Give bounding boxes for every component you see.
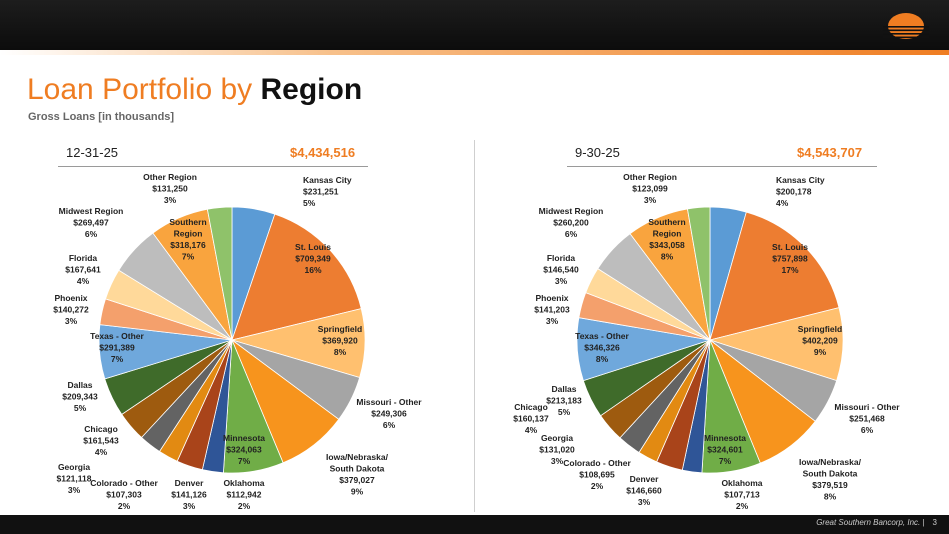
pie-slice-other-region bbox=[206, 206, 233, 341]
data-label-southern-region: Southern Region $343,058 8% bbox=[648, 217, 685, 262]
data-label-kansas-city: Kansas City $231,251 5% bbox=[303, 175, 352, 208]
pie-slice-st-louis bbox=[231, 213, 362, 341]
data-label-southern-region: Southern Region $318,176 7% bbox=[169, 217, 206, 262]
left-chart-total: $4,434,516 bbox=[290, 145, 356, 160]
data-label-texas-other: Texas - Other $291,389 7% bbox=[90, 331, 144, 364]
footer-company: Great Southern Bancorp, Inc. | bbox=[816, 518, 925, 527]
data-label-phoenix: Phoenix $140,272 3% bbox=[53, 293, 89, 326]
data-label-oklahoma: Oklahoma $107,713 2% bbox=[721, 478, 762, 511]
data-label-st-louis: St. Louis $757,898 17% bbox=[772, 242, 808, 275]
right-header-divider bbox=[567, 166, 877, 167]
data-label-chicago: Chicago $161,543 4% bbox=[83, 424, 119, 457]
left-pie-chart: Kansas City $231,251 5% St. Louis $709,349 16… bbox=[53, 172, 422, 511]
data-label-florida: Florida $167,641 4% bbox=[65, 253, 101, 286]
page-number: 3 bbox=[932, 518, 937, 527]
data-label-midwest-region: Midwest Region $269,497 6% bbox=[59, 206, 124, 239]
center-divider bbox=[474, 140, 475, 512]
slice-labels: Kansas City $231,251 5% St. Louis $709,349 16… bbox=[53, 172, 422, 511]
data-label-colorado-other: Colorado - Other $107,303 2% bbox=[90, 478, 158, 511]
data-label-chicago: Chicago $160,137 4% bbox=[513, 402, 549, 435]
data-label-minnesota: Minnesota $324,601 7% bbox=[704, 433, 746, 466]
page-title-part2: Region bbox=[260, 73, 363, 106]
data-label-missouri-other: Missouri - Other $249,306 6% bbox=[356, 397, 422, 430]
pie-slices bbox=[98, 206, 366, 474]
data-label-other-region: Other Region $131,250 3% bbox=[143, 172, 197, 205]
pie-slices bbox=[576, 206, 844, 474]
data-label-oklahoma: Oklahoma $112,942 2% bbox=[223, 478, 264, 511]
right-chart-total: $4,543,707 bbox=[797, 145, 863, 160]
data-label-st-louis: St. Louis $709,349 16% bbox=[295, 242, 331, 275]
data-label-florida: Florida $146,540 3% bbox=[543, 253, 579, 286]
data-label-kansas-city: Kansas City $200,178 4% bbox=[776, 175, 825, 208]
data-label-georgia: Georgia $131,020 3% bbox=[539, 433, 575, 466]
page-title-part1: Loan Portfolio by bbox=[27, 73, 253, 106]
data-label-missouri-other: Missouri - Other $251,468 6% bbox=[834, 402, 900, 435]
data-label-texas-other: Texas - Other $346,326 8% bbox=[575, 331, 629, 364]
footer-bar: Great Southern Bancorp, Inc. | 3 bbox=[0, 515, 949, 534]
page-subtitle: Gross Loans [in thousands] bbox=[28, 111, 175, 123]
right-pie-chart: Kansas City $200,178 4% St. Louis $757,898 17… bbox=[513, 172, 900, 511]
accent-line bbox=[0, 50, 949, 55]
data-label-denver: Denver $146,660 3% bbox=[626, 474, 662, 507]
data-label-dallas: Dallas $213,183 5% bbox=[546, 384, 582, 417]
top-bar bbox=[0, 0, 949, 50]
left-header-divider bbox=[58, 166, 368, 167]
page-title: Loan Portfolio by Region bbox=[27, 72, 362, 108]
data-label-dallas: Dallas $209,343 5% bbox=[62, 380, 98, 413]
data-label-minnesota: Minnesota $324,063 7% bbox=[223, 433, 265, 466]
right-chart-date: 9-30-25 bbox=[575, 145, 620, 160]
company-logo-icon bbox=[883, 13, 929, 39]
data-label-iowa-nebraska-south-dakota: Iowa/Nebraska/South Dakota $379,519 8% bbox=[799, 457, 862, 502]
data-label-denver: Denver $141,126 3% bbox=[171, 478, 207, 511]
pie-slice-other-region bbox=[687, 206, 711, 341]
data-label-other-region: Other Region $123,099 3% bbox=[623, 172, 677, 205]
footer-text: Great Southern Bancorp, Inc. | 3 bbox=[816, 518, 937, 527]
data-label-colorado-other: Colorado - Other $108,695 2% bbox=[563, 458, 631, 491]
slice-labels: Kansas City $200,178 4% St. Louis $757,898 17… bbox=[513, 172, 900, 511]
data-label-springfield: Springfield $402,209 9% bbox=[798, 324, 842, 357]
data-label-georgia: Georgia $121,118 3% bbox=[57, 462, 92, 495]
data-label-iowa-nebraska-south-dakota: Iowa/Nebraska/South Dakota $379,027 9% bbox=[326, 452, 389, 497]
data-label-springfield: Springfield $369,920 8% bbox=[318, 324, 362, 357]
pie-slice-st-louis bbox=[709, 211, 840, 341]
data-label-phoenix: Phoenix $141,203 3% bbox=[534, 293, 570, 326]
left-chart-date: 12-31-25 bbox=[66, 145, 119, 160]
data-label-midwest-region: Midwest Region $260,200 6% bbox=[539, 206, 604, 239]
